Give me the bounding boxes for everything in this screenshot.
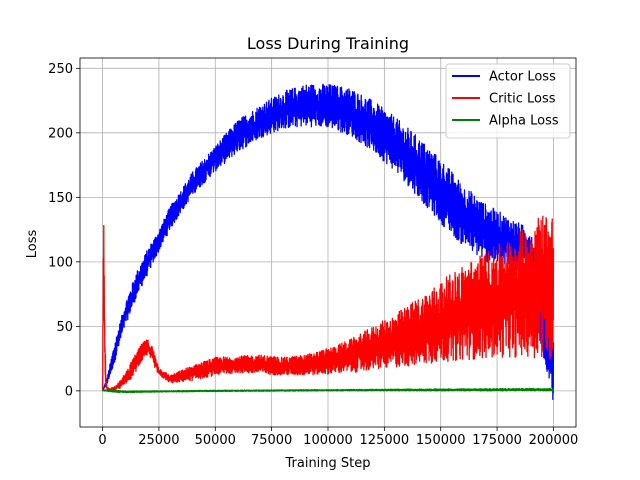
chart-title: Loss During Training (247, 34, 409, 53)
legend: Actor Loss Critic Loss Alpha Loss (445, 63, 571, 139)
x-tick-label: 0 (98, 433, 106, 448)
series-line-actor-loss (101, 83, 555, 400)
x-tick-label: 75000 (251, 433, 292, 448)
y-tick-label: 0 (65, 384, 73, 399)
legend-label: Actor Loss (489, 70, 556, 85)
x-tick-label: 50000 (195, 433, 236, 448)
y-tick-label: 250 (48, 62, 73, 77)
y-tick-label: 150 (48, 191, 73, 206)
y-tick-label: 200 (48, 126, 73, 141)
y-axis-label: Loss (25, 230, 40, 259)
y-tick-label: 50 (56, 320, 73, 335)
plot-frame (79, 57, 577, 428)
legend-label: Alpha Loss (489, 114, 559, 129)
series-line-alpha-loss (101, 387, 555, 394)
x-tick-label: 25000 (138, 433, 179, 448)
series-area (101, 83, 555, 400)
x-tick-label: 200000 (529, 433, 579, 448)
x-tick-label: 175000 (472, 433, 522, 448)
axes: 0 25000 50000 75000 100000 125000 150000 175000… (48, 57, 579, 448)
legend-label: Critic Loss (489, 92, 556, 107)
x-tick-label: 125000 (360, 433, 410, 448)
x-axis-label: Training Step (284, 456, 370, 471)
x-tick-label: 100000 (303, 433, 353, 448)
series-line-critic-loss (101, 215, 555, 392)
y-tick-label: 100 (48, 255, 73, 270)
x-tick-label: 150000 (416, 433, 466, 448)
